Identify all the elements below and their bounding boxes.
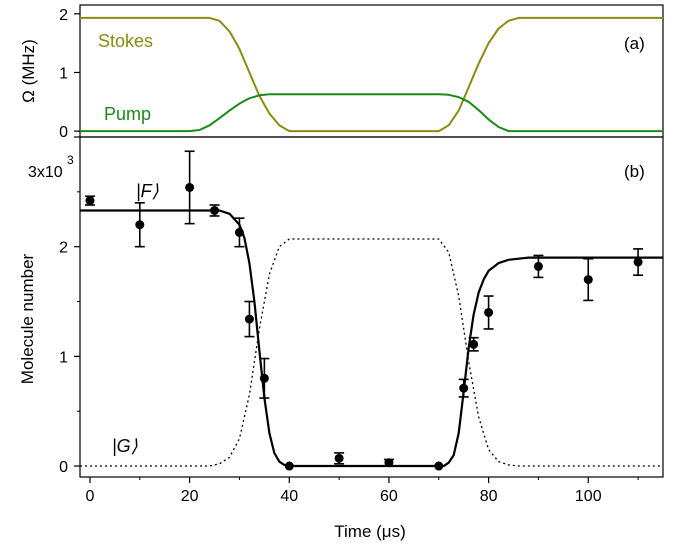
state-g-curve [80,238,663,467]
panel-b-y-ticks: 0 1 2 [59,136,80,476]
panel-b: 0 1 2 0 20 40 60 80 100 3x10 3 |F⟩ |G⟩ (b) Mole… [18,136,664,541]
panel-b-frame [79,136,664,478]
panel-a-label: (a) [624,34,645,53]
panel-b-ylabel: Molecule number [18,253,37,384]
data-point [384,458,394,468]
panel-a-y-tick-label: 2 [59,7,68,24]
panel-b-label: (b) [624,162,645,181]
data-point [459,383,469,393]
stokes-label: Stokes [98,31,153,51]
data-point [135,220,145,230]
data-point [583,275,593,285]
data-point [185,182,195,192]
data-point [469,339,479,349]
data-point [234,227,244,237]
panel-a-frame [79,4,664,138]
data-point [533,261,543,271]
state-g-label: |G⟩ [112,436,138,456]
panel-b-x-tick-label: 80 [480,488,498,505]
panel-b-x-tick-label: 60 [380,488,398,505]
data-point [434,461,444,471]
pump-label: Pump [104,104,151,124]
y-exponent-power: 3 [67,153,74,167]
panel-b-lines [80,209,663,468]
data-point [334,453,344,463]
panel-b-x-tick-label: 100 [575,488,602,505]
panel-b-xlabel: Time (μs) [334,522,406,541]
panel-b-x-tick-label: 40 [280,488,298,505]
y-exponent-base: 3x10 [28,164,63,181]
data-point [244,314,254,324]
data-point [259,373,269,383]
panel-a-ylabel: Ω (MHz) [19,39,38,103]
data-point [284,461,294,471]
state-f-label: |F⟩ [136,181,159,201]
panel-a-y-tick-label: 1 [59,65,68,82]
panel-b-x-ticks: 0 20 40 60 80 100 [86,477,639,505]
pump-line [80,93,663,133]
panel-b-points [84,150,644,471]
panel-b-x-tick-label: 20 [181,488,199,505]
panel-b-y-tick-label: 2 [59,240,68,257]
stokes-line [80,16,663,133]
panel-b-y-tick-label: 1 [59,349,68,366]
panel-a-lines [80,16,663,133]
panel-a-y-ticks: 0 1 2 [59,7,80,141]
panel-a: 0 1 2 Stokes Pump (a) Ω (MHz) [19,4,664,141]
data-point [484,307,494,317]
panel-a-y-tick-label: 0 [59,124,68,141]
data-point [85,196,95,206]
state-f-fit-curve [80,209,663,468]
data-point [633,257,643,267]
data-point [210,205,220,215]
panel-b-y-tick-label: 0 [59,459,68,476]
panel-b-x-tick-label: 0 [86,488,95,505]
